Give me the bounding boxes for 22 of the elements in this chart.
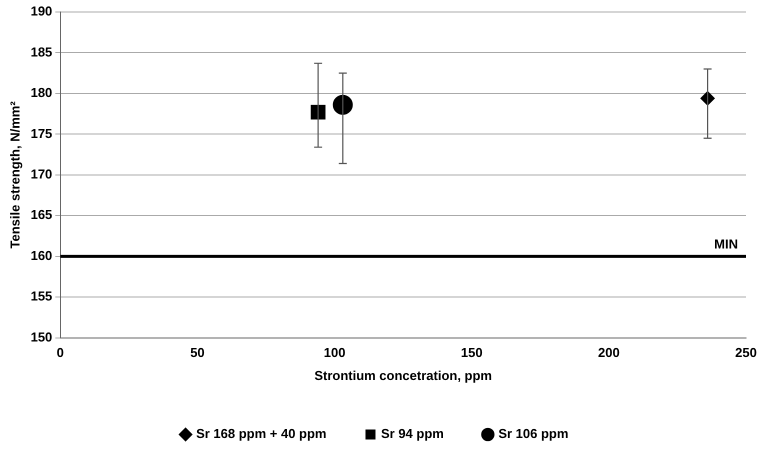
y-tick-label: 150 bbox=[30, 329, 52, 344]
y-tick-label: 180 bbox=[30, 85, 52, 100]
x-tick-label: 200 bbox=[598, 345, 620, 360]
y-axis-title: Tensile strength, N/mm² bbox=[7, 100, 22, 248]
legend-label: Sr 106 ppm bbox=[498, 426, 568, 442]
legend-label: Sr 94 ppm bbox=[380, 426, 444, 442]
x-tick-label: 250 bbox=[735, 345, 757, 360]
x-tick-label: 50 bbox=[190, 345, 205, 360]
ref-line-label: MIN bbox=[714, 236, 738, 252]
x-axis-title: Strontium concetration, ppm bbox=[314, 368, 492, 383]
y-tick-label: 185 bbox=[30, 44, 52, 60]
y-tick-label: 165 bbox=[30, 207, 52, 222]
y-tick-label: 170 bbox=[30, 166, 52, 182]
x-tick-label: 0 bbox=[56, 345, 64, 360]
x-tick-label: 150 bbox=[460, 345, 483, 360]
x-tick-label: 100 bbox=[324, 345, 346, 360]
y-tick-label: 160 bbox=[30, 248, 52, 263]
legend-label: Sr 168 ppm + 40 ppm bbox=[196, 426, 326, 442]
y-tick-label: 190 bbox=[30, 4, 52, 19]
y-tick-label: 155 bbox=[30, 288, 52, 304]
point bbox=[310, 104, 326, 120]
y-tick-label: 175 bbox=[30, 126, 52, 141]
